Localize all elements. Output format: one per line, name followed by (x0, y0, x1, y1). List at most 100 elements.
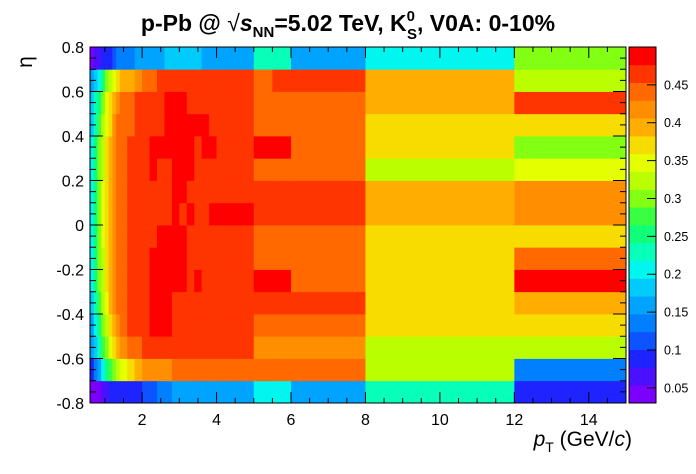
heatmap-cell (142, 269, 150, 293)
heatmap-cell (119, 314, 128, 337)
palette-swatch (629, 331, 656, 350)
x-tick-label: 6 (287, 412, 296, 429)
heatmap-cell (97, 47, 102, 70)
y-tick-label: 0 (75, 218, 84, 235)
heatmap-cell (235, 113, 255, 137)
heatmap-cell (171, 269, 180, 293)
palette-tick-label: 0.25 (664, 230, 688, 244)
heatmap-cell (291, 180, 366, 204)
heatmap-cell (149, 91, 158, 115)
heatmap-cell (108, 336, 113, 359)
heatmap-cell (235, 336, 255, 359)
heatmap-cell (171, 47, 180, 70)
heatmap-cell (201, 358, 210, 382)
heatmap-cell (201, 336, 210, 359)
heatmap-cell (171, 91, 180, 115)
heatmap-cell (291, 358, 366, 382)
heatmap-cell (127, 225, 136, 248)
heatmap-cell (164, 291, 173, 315)
heatmap-cell (216, 202, 236, 226)
heatmap-cell (104, 158, 110, 181)
heatmap-cell (97, 380, 102, 404)
heatmap-cell (164, 47, 173, 70)
heatmap-cell (291, 291, 366, 315)
heatmap-cell (216, 113, 236, 137)
heatmap-cell (171, 113, 180, 137)
heatmap-cell (142, 91, 150, 115)
heatmap-cell (253, 336, 273, 359)
heatmap-cell (216, 136, 236, 159)
heatmap-cell (209, 47, 217, 70)
heatmap-cell (291, 225, 366, 248)
heatmap-cell (365, 314, 515, 337)
heatmap-cell (134, 158, 143, 181)
heatmap-cell (194, 380, 203, 404)
y-tick-label: -0.8 (56, 396, 84, 413)
heatmap-cell (164, 91, 173, 115)
heatmap-cell (365, 91, 515, 115)
heatmap-cell (97, 247, 102, 270)
heatmap-cell (97, 336, 102, 359)
heatmap-cell (101, 180, 106, 204)
palette-swatch (629, 207, 656, 226)
heatmap-cell (171, 247, 180, 270)
heatmap-cell (119, 202, 128, 226)
heatmap-cell (235, 91, 255, 115)
heatmap-cell (112, 91, 117, 115)
heatmap-cell (209, 336, 217, 359)
heatmap-cell (186, 180, 195, 204)
heatmap-cell (97, 202, 102, 226)
heatmap-cell (209, 180, 217, 204)
heatmap-cell (149, 225, 158, 248)
heatmap-cell (157, 380, 165, 404)
heatmap-cell (186, 225, 195, 248)
x-tick-label: 8 (361, 412, 370, 429)
heatmap-cell (112, 225, 117, 248)
palette-tick-label: 0.2 (664, 268, 681, 282)
heatmap-cell (142, 136, 150, 159)
heatmap-cell (514, 269, 627, 293)
heatmap-cell (116, 336, 121, 359)
heatmap-cell (101, 336, 106, 359)
heatmap-cell (97, 91, 102, 115)
palette-swatch (629, 153, 656, 172)
heatmap-cell (186, 380, 195, 404)
palette-swatch (629, 171, 656, 190)
heatmap-cell (97, 113, 102, 137)
heatmap-cell (142, 358, 150, 382)
heatmap-cell (216, 225, 236, 248)
heatmap-cell (186, 158, 195, 181)
heatmap-cell (108, 247, 113, 270)
heatmap-cells (90, 47, 627, 404)
heatmap-cell (157, 225, 165, 248)
heatmap-cell (514, 291, 627, 315)
heatmap-cell (179, 225, 188, 248)
heatmap-cell (116, 291, 121, 315)
heatmap-cell (108, 380, 113, 404)
y-tick-label: 0.8 (62, 40, 84, 57)
heatmap-cell (116, 314, 121, 337)
heatmap-cell (209, 202, 217, 226)
palette-swatch (629, 296, 656, 315)
heatmap-cell (194, 47, 203, 70)
heatmap-cell (104, 380, 110, 404)
heatmap-cell (365, 291, 515, 315)
heatmap-cell (127, 314, 136, 337)
heatmap-cell (186, 358, 195, 382)
heatmap-cell (291, 247, 366, 270)
y-tick-label: 0.4 (62, 129, 84, 146)
heatmap-cell (108, 225, 113, 248)
palette-frame (628, 46, 657, 404)
heatmap-cell (171, 136, 180, 159)
heatmap-cell (164, 380, 173, 404)
heatmap-cell (104, 180, 110, 204)
heatmap-cell (142, 314, 150, 337)
heatmap-cell (142, 158, 150, 181)
heatmap-cell (194, 91, 203, 115)
x-axis: 2 4 6 8 10 12 14 (104, 47, 627, 429)
heatmap-cell (97, 158, 102, 181)
palette-tick-label: 0.1 (664, 343, 681, 357)
palette-swatch (629, 82, 656, 101)
heatmap-cell (157, 314, 165, 337)
heatmap-cell (186, 202, 195, 226)
